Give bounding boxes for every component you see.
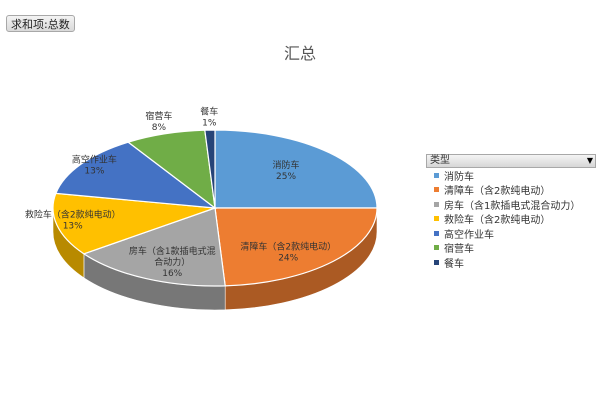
- slice-percent-label: 16%: [162, 269, 182, 279]
- slice-name-label: 餐车: [200, 106, 218, 118]
- slice-percent-label: 25%: [276, 172, 296, 182]
- dropdown-arrow-icon[interactable]: ▼: [587, 155, 593, 167]
- slice-percent-label: 13%: [63, 221, 83, 231]
- pie-slices: [53, 130, 377, 286]
- legend: 类型 ▼ 消防车清障车（含2款纯电动）房车（含1款插电式混合动力）救险车（含2款…: [426, 154, 596, 270]
- slice-name-label: 救险车（含2款纯电动）: [25, 208, 121, 220]
- slice-percent-label: 24%: [278, 254, 298, 264]
- legend-items: 消防车清障车（含2款纯电动）房车（含1款插电式混合动力）救险车（含2款纯电动）高…: [426, 168, 596, 270]
- legend-swatch: [434, 187, 439, 192]
- slice-percent-label: 8%: [152, 123, 167, 133]
- slice-name-label: 清障车（含2款纯电动）: [240, 241, 336, 253]
- legend-swatch: [434, 231, 439, 236]
- legend-item[interactable]: 消防车: [426, 168, 596, 183]
- legend-label: 房车（含1款插电式混合动力）: [444, 197, 580, 212]
- legend-item[interactable]: 清障车（含2款纯电动）: [426, 183, 596, 198]
- slice-percent-label: 13%: [84, 167, 104, 177]
- legend-label: 高空作业车: [444, 226, 494, 241]
- slice-percent-label: 1%: [202, 119, 217, 129]
- legend-label: 宿营车: [444, 240, 474, 255]
- legend-header-label: 类型: [430, 155, 450, 166]
- legend-swatch: [434, 173, 439, 178]
- legend-label: 救险车（含2款纯电动）: [444, 211, 550, 226]
- legend-item[interactable]: 高空作业车: [426, 226, 596, 241]
- legend-item[interactable]: 救险车（含2款纯电动）: [426, 212, 596, 227]
- legend-label: 餐车: [444, 255, 464, 270]
- legend-item[interactable]: 餐车: [426, 255, 596, 270]
- legend-swatch: [434, 260, 439, 265]
- slice-name-label: 消防车: [273, 159, 300, 171]
- legend-item[interactable]: 宿营车: [426, 241, 596, 256]
- legend-swatch: [434, 202, 439, 207]
- legend-item[interactable]: 房车（含1款插电式混合动力）: [426, 197, 596, 212]
- legend-swatch: [434, 216, 439, 221]
- legend-label: 清障车（含2款纯电动）: [444, 182, 550, 197]
- legend-label: 消防车: [444, 168, 474, 183]
- legend-swatch: [434, 245, 439, 250]
- slice-name-label: 合动力）: [154, 256, 190, 268]
- slice-name-label: 宿营车: [145, 110, 172, 122]
- legend-filter-dropdown[interactable]: 类型 ▼: [426, 154, 596, 168]
- slice-name-label: 房车（含1款插电式混: [129, 245, 216, 257]
- slice-name-label: 高空作业车: [72, 154, 117, 166]
